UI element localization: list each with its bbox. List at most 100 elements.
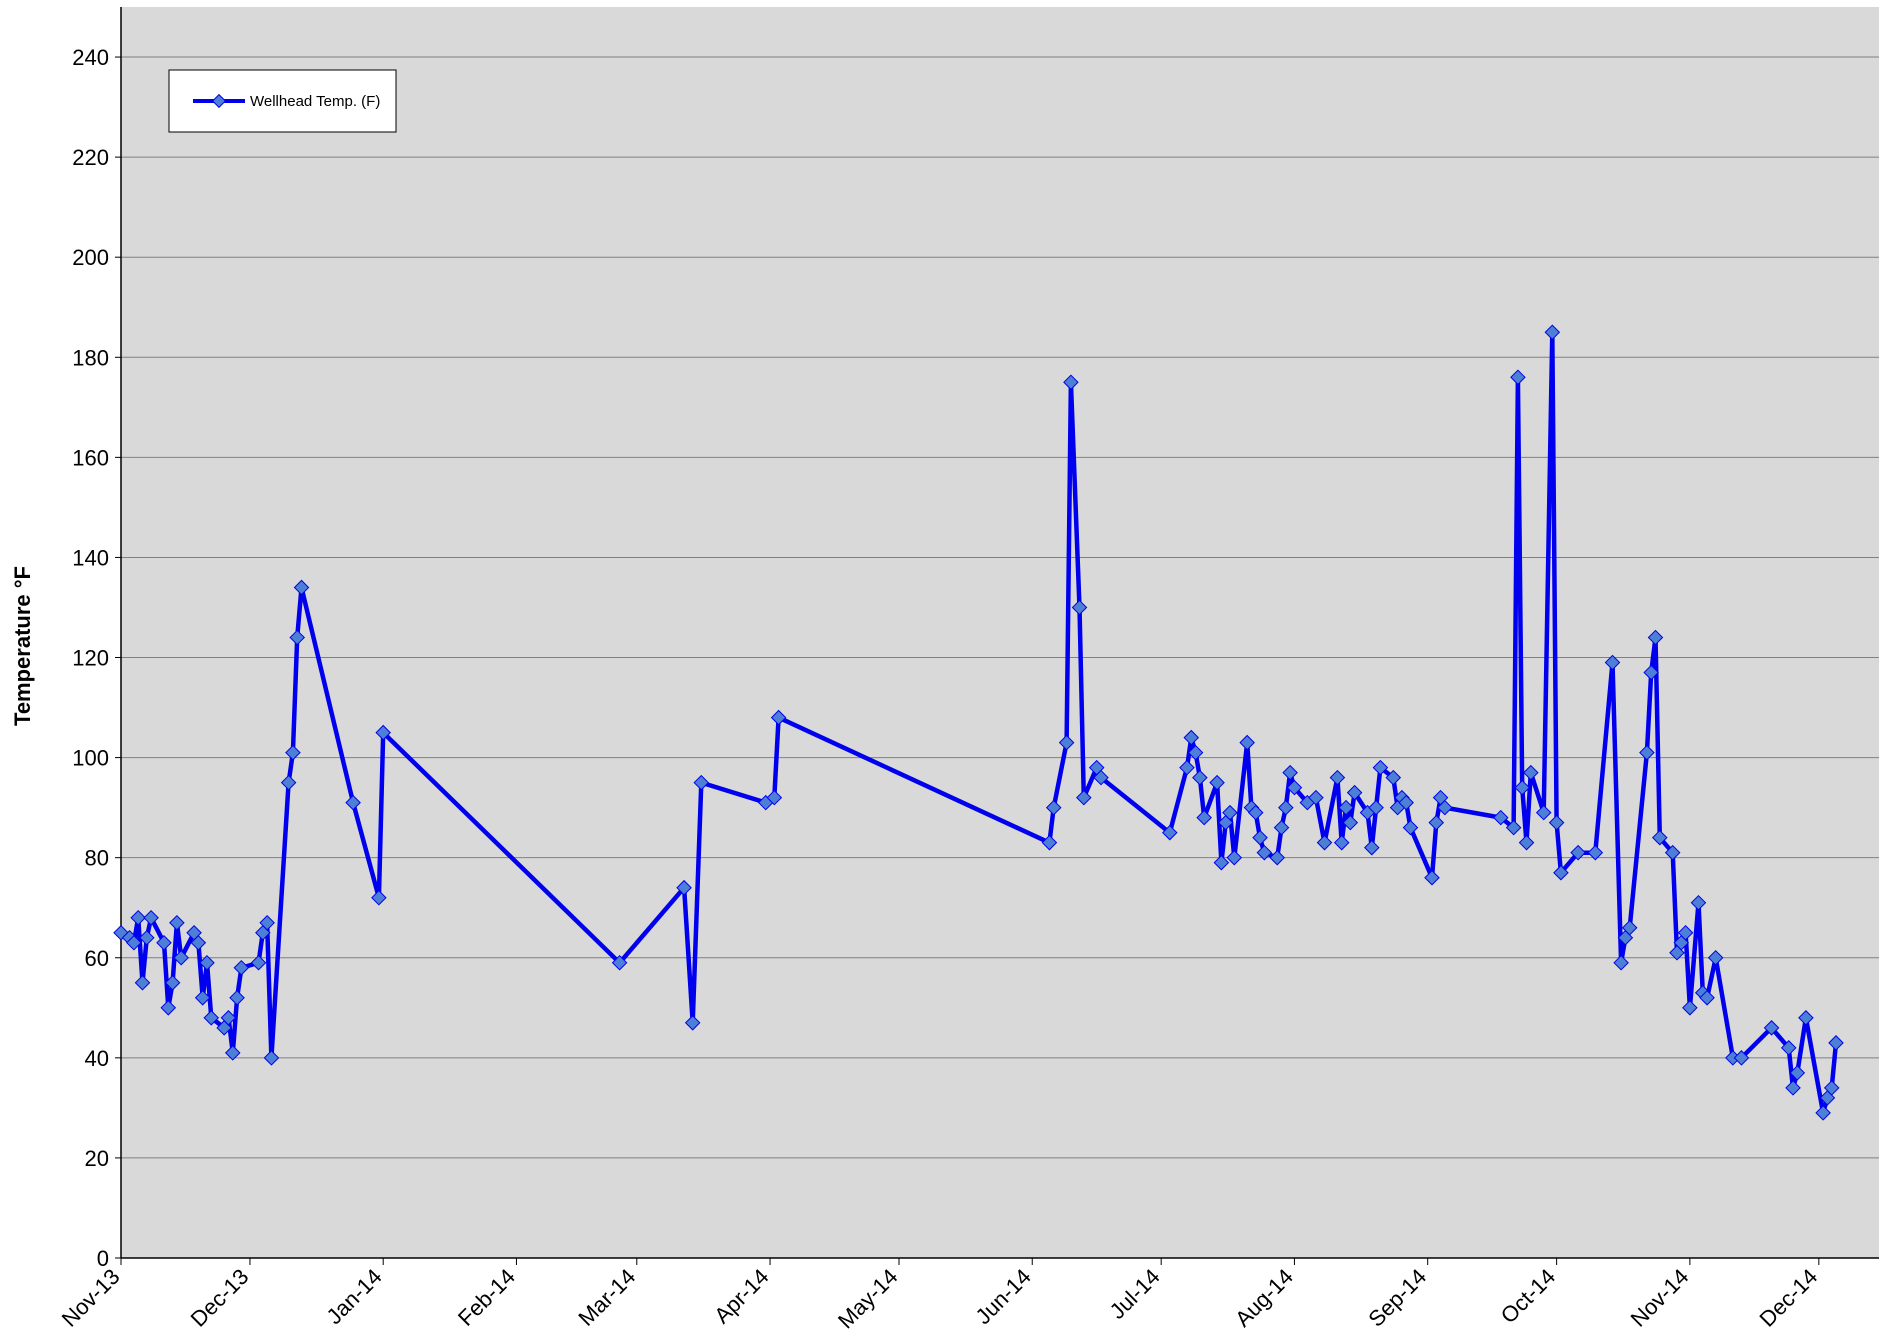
legend-series-label: Wellhead Temp. (F) bbox=[250, 93, 380, 110]
data-point bbox=[1385, 769, 1402, 786]
data-point bbox=[1278, 799, 1294, 816]
data-point bbox=[766, 789, 783, 806]
data-point bbox=[1707, 949, 1724, 966]
data-point bbox=[1437, 799, 1453, 816]
data-point bbox=[280, 774, 297, 791]
x-tick-label: May-14 bbox=[833, 1264, 903, 1334]
data-point bbox=[1535, 804, 1552, 821]
data-point bbox=[173, 949, 189, 966]
series-line bbox=[119, 330, 1839, 1116]
data-point bbox=[1213, 854, 1230, 871]
data-point bbox=[1780, 1040, 1797, 1056]
x-tick-label: Jan-14 bbox=[321, 1264, 386, 1329]
data-point bbox=[676, 879, 692, 896]
data-point bbox=[1505, 819, 1522, 836]
data-point bbox=[1333, 834, 1350, 851]
data-point bbox=[1209, 774, 1225, 791]
data-point bbox=[1492, 809, 1509, 826]
x-tick-label: Nov-13 bbox=[57, 1264, 125, 1332]
data-point bbox=[1041, 834, 1058, 851]
data-point bbox=[1093, 769, 1109, 786]
data-point bbox=[345, 794, 361, 811]
data-point bbox=[1570, 844, 1586, 861]
y-tick-label: 20 bbox=[85, 1146, 109, 1171]
data-point bbox=[1647, 629, 1664, 646]
data-point bbox=[1587, 844, 1604, 861]
data-point bbox=[190, 934, 207, 951]
x-ticks bbox=[120, 1258, 1820, 1265]
data-point bbox=[1063, 374, 1079, 391]
data-point bbox=[229, 990, 245, 1006]
data-point bbox=[684, 1015, 701, 1031]
plot-area bbox=[121, 7, 1879, 1258]
data-point bbox=[199, 954, 215, 971]
x-tick-label: Jun-14 bbox=[971, 1264, 1036, 1329]
data-point bbox=[1798, 1010, 1814, 1026]
data-point bbox=[1286, 779, 1303, 796]
data-point bbox=[1652, 829, 1668, 846]
data-point bbox=[1071, 599, 1088, 616]
data-point bbox=[371, 889, 387, 906]
x-tick-label: Feb-14 bbox=[453, 1264, 520, 1331]
data-point bbox=[1523, 764, 1539, 781]
data-point bbox=[1226, 849, 1243, 866]
data-point bbox=[1269, 849, 1286, 866]
data-point bbox=[1823, 1080, 1840, 1096]
data-point bbox=[1428, 814, 1445, 831]
data-point bbox=[1368, 799, 1384, 816]
data-point bbox=[1682, 1000, 1698, 1016]
data-point bbox=[1548, 814, 1565, 831]
data-point bbox=[1514, 779, 1531, 796]
data-point bbox=[134, 975, 151, 991]
data-point bbox=[1510, 369, 1526, 386]
x-axis-labels: Nov-13 Dec-13 Jan-14 Feb-14 Mar-14 Apr-14 May-… bbox=[57, 1264, 1823, 1334]
data-point bbox=[1045, 799, 1062, 816]
data-point bbox=[1247, 804, 1264, 821]
x-tick-label: Dec-14 bbox=[1755, 1264, 1823, 1332]
data-point bbox=[1239, 734, 1255, 751]
x-tick-label: Sep-14 bbox=[1363, 1264, 1431, 1332]
data-point bbox=[130, 909, 146, 926]
data-point bbox=[1402, 819, 1419, 836]
data-point bbox=[1544, 324, 1561, 341]
y-tick-label: 220 bbox=[72, 145, 109, 170]
x-tick-label: Nov-14 bbox=[1626, 1264, 1694, 1332]
data-point bbox=[289, 629, 306, 646]
data-point bbox=[1329, 769, 1346, 786]
data-point bbox=[1346, 784, 1363, 801]
y-tick-label: 0 bbox=[97, 1246, 109, 1271]
data-point bbox=[143, 909, 159, 926]
data-point bbox=[1058, 734, 1075, 751]
data-point bbox=[1308, 789, 1324, 806]
data-point bbox=[1282, 764, 1298, 781]
data-point bbox=[1192, 769, 1208, 786]
data-point bbox=[1273, 819, 1290, 836]
data-point bbox=[1785, 1080, 1801, 1096]
x-tick-label: Oct-14 bbox=[1496, 1264, 1560, 1328]
data-point bbox=[156, 934, 172, 951]
data-point bbox=[1518, 834, 1535, 851]
data-point bbox=[1613, 954, 1629, 971]
data-point bbox=[1763, 1020, 1780, 1036]
gridlines bbox=[115, 56, 1879, 1259]
legend: Wellhead Temp. (F) bbox=[168, 69, 397, 133]
data-point bbox=[1222, 804, 1238, 821]
data-point bbox=[1639, 744, 1655, 761]
data-point bbox=[1364, 839, 1380, 856]
legend-marker-swatch bbox=[211, 93, 227, 109]
data-point bbox=[220, 1010, 237, 1026]
data-point bbox=[1690, 894, 1707, 911]
data-point bbox=[1733, 1050, 1750, 1066]
y-tick-label: 140 bbox=[72, 545, 109, 570]
data-point bbox=[160, 1000, 177, 1016]
data-point bbox=[1316, 834, 1333, 851]
data-point bbox=[1183, 729, 1200, 746]
data-point bbox=[1372, 759, 1389, 776]
y-tick-label: 180 bbox=[72, 345, 109, 370]
data-point bbox=[1604, 654, 1621, 671]
data-point bbox=[1664, 844, 1681, 861]
data-point bbox=[1621, 919, 1638, 936]
data-point bbox=[1699, 990, 1715, 1006]
data-point bbox=[126, 934, 142, 951]
